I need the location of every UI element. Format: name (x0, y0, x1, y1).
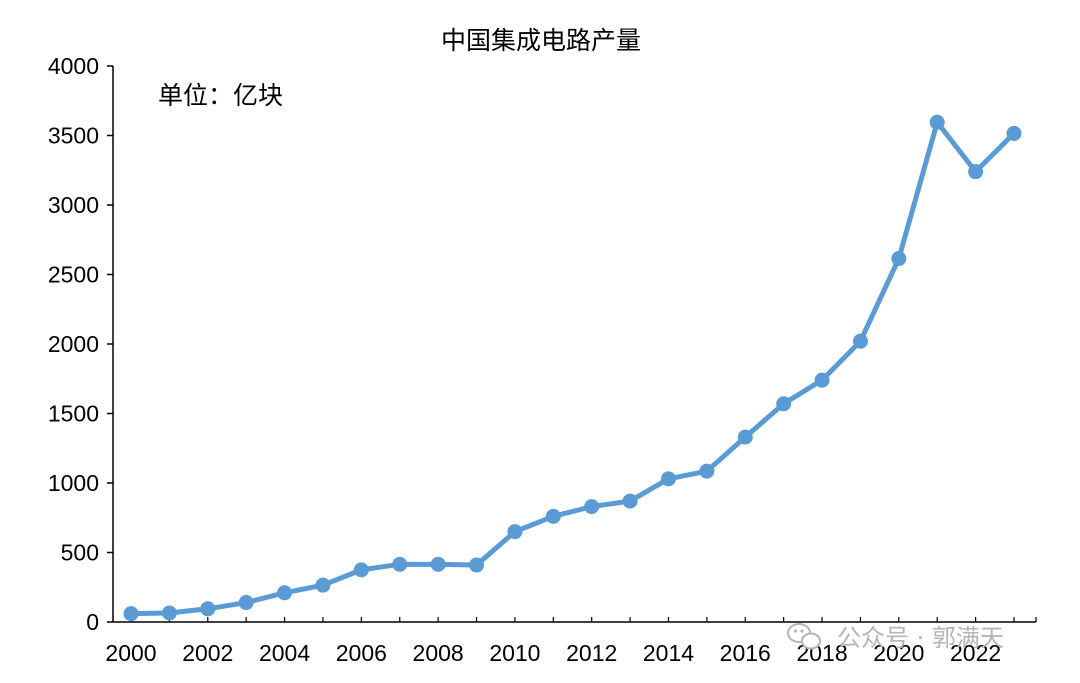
y-tick-label: 1000 (48, 470, 99, 496)
watermark: 公众号 · 郭满天 (787, 623, 1004, 652)
y-tick-label: 3000 (48, 192, 99, 218)
x-tick-label: 2006 (336, 640, 387, 666)
watermark-text: 公众号 · 郭满天 (837, 624, 1004, 652)
y-axis: 0 500 1000 1500 2000 2500 3000 3500 4000 (48, 53, 114, 635)
x-tick-label: 2022 (950, 640, 1001, 666)
y-tick-label: 3500 (48, 123, 99, 149)
data-point (814, 372, 830, 388)
y-tick-label: 2000 (48, 331, 99, 357)
data-point (469, 557, 485, 573)
data-point (852, 333, 868, 349)
x-tick-label: 2020 (873, 640, 924, 666)
data-point (238, 595, 254, 611)
data-point (315, 577, 331, 593)
series-line (128, 119, 1017, 617)
series-group (123, 114, 1022, 622)
x-tick-label: 2004 (259, 640, 310, 666)
x-tick-label: 2014 (643, 640, 694, 666)
chart-title: 中国集成电路产量 (441, 26, 641, 55)
y-tick-label: 1500 (48, 401, 99, 427)
unit-label: 单位：亿块 (158, 81, 283, 110)
x-tick-label: 2012 (566, 640, 617, 666)
y-tick-label: 0 (86, 609, 99, 635)
data-point (891, 251, 907, 267)
data-point (430, 556, 446, 572)
data-point (584, 499, 600, 515)
data-point (622, 493, 638, 509)
data-point (161, 605, 177, 621)
y-tick-label: 4000 (48, 53, 99, 79)
x-tick-label: 2008 (413, 640, 464, 666)
y-tick-label: 500 (61, 540, 99, 566)
x-tick-label: 2010 (489, 640, 540, 666)
data-point (776, 396, 792, 412)
data-point (737, 429, 753, 445)
data-point (545, 508, 561, 524)
data-point (1006, 125, 1022, 141)
x-tick-label: 2000 (105, 640, 156, 666)
data-point (123, 606, 139, 622)
data-point (660, 471, 676, 487)
wechat-icon (787, 623, 821, 650)
data-point (277, 585, 293, 601)
x-axis: 2000 2002 2004 2006 2008 2010 2012 2014 2016 2018… (105, 617, 1037, 666)
x-tick-label: 2016 (720, 640, 771, 666)
data-point (353, 562, 369, 578)
y-tick-label: 2500 (48, 262, 99, 288)
data-point (699, 463, 715, 479)
data-point (968, 164, 984, 180)
data-point (507, 524, 523, 540)
data-point (200, 601, 216, 617)
x-tick-label: 2002 (182, 640, 233, 666)
data-point (392, 556, 408, 572)
data-point (929, 114, 945, 130)
